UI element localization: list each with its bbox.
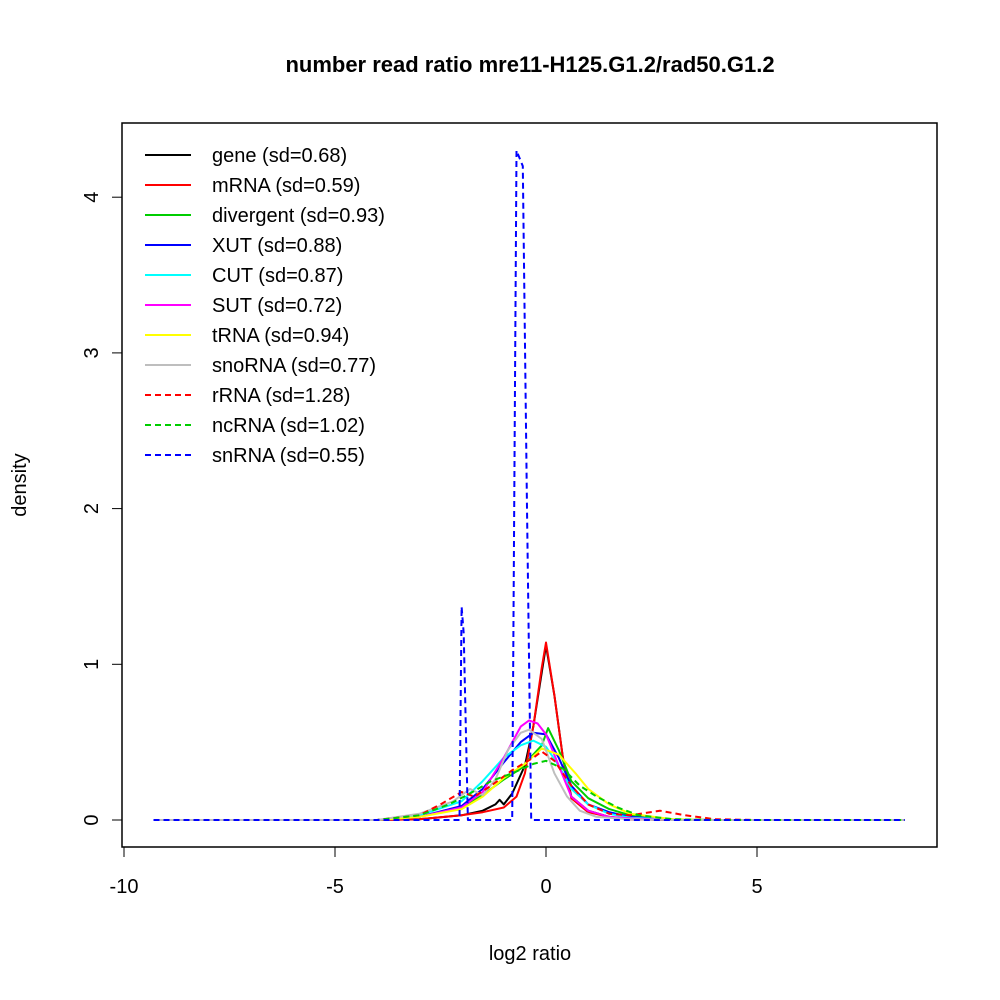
- series-line-7: [153, 728, 905, 821]
- x-tick-label: -10: [110, 876, 139, 898]
- x-tick-label: -5: [326, 876, 344, 898]
- legend-label: snoRNA (sd=0.77): [212, 355, 376, 377]
- y-tick-label: 0: [81, 814, 103, 825]
- legend-label: mRNA (sd=0.59): [212, 175, 360, 197]
- x-tick-label: 0: [540, 876, 551, 898]
- axes: -10 -5 0 5 0 1 2 3 4: [81, 192, 763, 898]
- series-line-9: [153, 759, 905, 821]
- legend-label: tRNA (sd=0.94): [212, 325, 349, 347]
- y-tick-label: 2: [81, 503, 103, 514]
- legend-label: XUT (sd=0.88): [212, 235, 342, 257]
- series-line-8: [153, 750, 905, 821]
- x-axis-label: log2 ratio: [489, 943, 571, 965]
- y-tick-label: 1: [81, 659, 103, 670]
- y-axis-label: density: [9, 453, 31, 516]
- legend-label: snRNA (sd=0.55): [212, 445, 365, 467]
- legend-label: ncRNA (sd=1.02): [212, 415, 365, 437]
- chart-title: number read ratio mre11-H125.G1.2/rad50.…: [285, 52, 774, 77]
- legend: gene (sd=0.68) mRNA (sd=0.59) divergent (s…: [145, 145, 385, 467]
- legend-label: rRNA (sd=1.28): [212, 385, 350, 407]
- legend-label: divergent (sd=0.93): [212, 205, 385, 227]
- y-tick-label: 3: [81, 347, 103, 358]
- legend-label: CUT (sd=0.87): [212, 265, 343, 287]
- y-tick-label: 4: [81, 192, 103, 203]
- series-line-6: [153, 747, 905, 821]
- legend-label: gene (sd=0.68): [212, 145, 347, 167]
- series-line-1: [153, 641, 905, 821]
- x-tick-label: 5: [751, 876, 762, 898]
- legend-label: SUT (sd=0.72): [212, 295, 342, 317]
- series-layer: [153, 149, 905, 821]
